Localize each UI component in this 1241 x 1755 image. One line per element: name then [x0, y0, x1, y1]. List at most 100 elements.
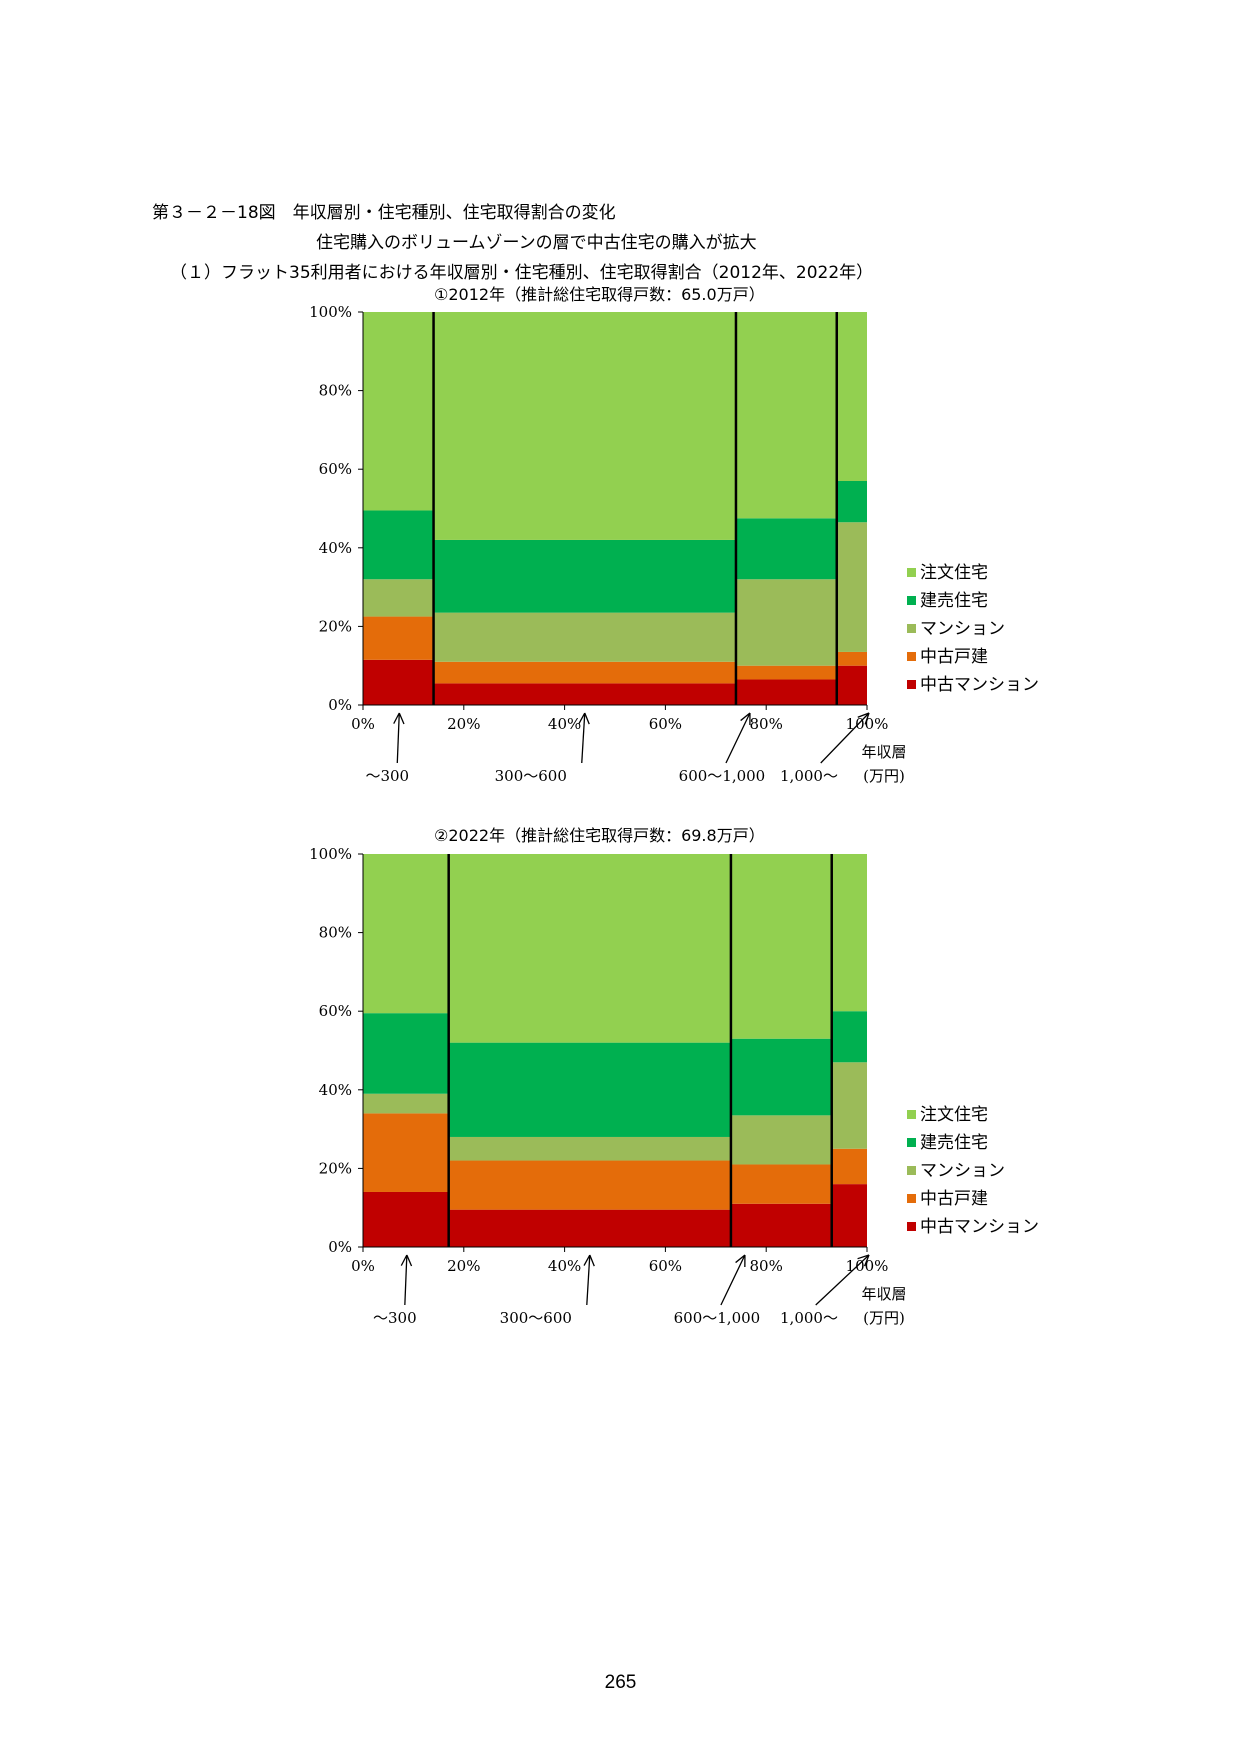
- group-label: 600～1,000: [679, 767, 766, 785]
- group-arrow-head: [857, 1254, 870, 1260]
- x-axis-title: 年収層: [861, 743, 906, 761]
- bar-segment: [735, 665, 837, 680]
- group-arrow-head: [863, 1254, 870, 1267]
- group-label: ～300: [373, 1309, 417, 1327]
- x-tick-label: 40%: [548, 1257, 581, 1275]
- y-tick-label: 60%: [319, 460, 352, 478]
- group-arrow-head: [393, 712, 400, 724]
- bar-segment: [730, 1164, 832, 1204]
- x-tick-label: 40%: [548, 715, 581, 733]
- x-tick-label: 0%: [351, 1257, 375, 1275]
- x-axis-title: (万円): [863, 767, 905, 785]
- bar-segment: [831, 1011, 867, 1063]
- bar-segment: [735, 579, 837, 666]
- legend-swatch: [907, 652, 916, 661]
- bar-segment: [363, 1013, 449, 1094]
- bar-segment: [735, 518, 837, 580]
- chart-2022: 0% 20% 40% 60% 80% 100% 0% 20% 40% 60% 80% 100% 年収層 (…: [309, 845, 1039, 1327]
- legend-swatch: [907, 1222, 916, 1231]
- bar-segment: [433, 683, 736, 705]
- group-label: 1,000～: [780, 1309, 838, 1327]
- group-arrow: [581, 712, 586, 764]
- bar-segment: [433, 539, 736, 613]
- group-arrow-head: [864, 712, 870, 725]
- bar-segment: [448, 1136, 731, 1161]
- group-arrow-head: [735, 1254, 746, 1264]
- legend-label: 建売住宅: [920, 591, 988, 611]
- bar-segment: [730, 1038, 832, 1116]
- bar-segment: [448, 854, 731, 1043]
- bar-segment: [433, 612, 736, 662]
- y-tick-label: 100%: [309, 845, 352, 863]
- y-tick-label: 20%: [319, 617, 352, 635]
- bar-segment: [363, 854, 449, 1014]
- group-arrow-head: [400, 1254, 408, 1266]
- bar-segment: [448, 1042, 731, 1137]
- group-label: 600～1,000: [674, 1309, 761, 1327]
- group-arrow-head: [583, 1254, 591, 1266]
- bar-segment: [448, 1160, 731, 1210]
- bar-segment: [735, 679, 837, 705]
- group-label: 300～600: [495, 767, 567, 785]
- group-arrow-head: [857, 712, 870, 718]
- group-arrow: [815, 1254, 870, 1306]
- x-tick-label: 20%: [447, 715, 480, 733]
- group-label: 300～600: [500, 1309, 572, 1327]
- legend-label: 中古マンション: [920, 675, 1039, 695]
- bar-segment: [831, 1148, 867, 1185]
- y-tick-label: 20%: [319, 1159, 352, 1177]
- legend-swatch: [907, 1166, 916, 1175]
- legend-swatch: [907, 596, 916, 605]
- legend-label: 注文住宅: [920, 563, 988, 583]
- group-arrow: [820, 712, 870, 764]
- chart-2012: 0% 20% 40% 60% 80% 100% 0% 20% 40% 60% 80% 100% 年収層 (…: [309, 303, 1039, 785]
- x-tick-label: 0%: [351, 715, 375, 733]
- x-axis-title: 年収層: [861, 1285, 906, 1303]
- group-arrow-head: [406, 1254, 413, 1267]
- legend-label: 中古マンション: [920, 1217, 1039, 1237]
- bar-segment: [831, 854, 867, 1012]
- legend-label: 注文住宅: [920, 1105, 988, 1125]
- bar-segment: [836, 522, 867, 652]
- legend-swatch: [907, 1110, 916, 1119]
- x-tick-label: 60%: [649, 715, 682, 733]
- y-tick-label: 40%: [319, 1081, 352, 1099]
- legend-label: マンション: [920, 1161, 1005, 1181]
- bar-segment: [363, 312, 434, 511]
- bar-segment: [730, 854, 832, 1039]
- bar-segment: [363, 1093, 449, 1114]
- y-tick-label: 80%: [319, 924, 352, 942]
- figure-section-heading: （１）フラット35利用者における年収層別・住宅種別、住宅取得割合（2012年、2…: [170, 263, 874, 283]
- group-arrow: [586, 1254, 591, 1306]
- bar-segment: [836, 312, 867, 481]
- bar-segment: [836, 480, 867, 523]
- x-tick-label: 100%: [846, 715, 889, 733]
- page-number: 265: [604, 1672, 637, 1693]
- legend-label: 建売住宅: [920, 1133, 988, 1153]
- x-axis-title: (万円): [863, 1309, 905, 1327]
- legend-swatch: [907, 680, 916, 689]
- bar-segment: [433, 312, 736, 540]
- group-arrow-head: [398, 712, 405, 725]
- group-arrow: [396, 712, 400, 764]
- group-arrow: [720, 1254, 746, 1306]
- chart-title-2012: ①2012年（推計総住宅取得戸数：65.0万戸）: [434, 285, 765, 304]
- bar-segment: [363, 579, 434, 617]
- x-tick-label: 20%: [447, 1257, 480, 1275]
- bar-segment: [363, 1113, 449, 1192]
- group-arrow: [725, 712, 751, 764]
- x-tick-label: 80%: [750, 715, 783, 733]
- bar-segment: [831, 1062, 867, 1149]
- legend-swatch: [907, 624, 916, 633]
- y-tick-label: 60%: [319, 1002, 352, 1020]
- group-arrow-head: [740, 712, 751, 722]
- x-tick-label: 100%: [846, 1257, 889, 1275]
- legend-swatch: [907, 1138, 916, 1147]
- x-tick-label: 80%: [750, 1257, 783, 1275]
- chart-title-2022: ②2022年（推計総住宅取得戸数：69.8万戸）: [434, 826, 765, 845]
- figure-title: 第３－２－18図 年収層別・住宅種別、住宅取得割合の変化: [152, 203, 616, 223]
- bar-segment: [735, 312, 837, 519]
- legend-label: 中古戸建: [920, 647, 988, 667]
- bar-segment: [831, 1184, 867, 1247]
- bar-segment: [836, 651, 867, 666]
